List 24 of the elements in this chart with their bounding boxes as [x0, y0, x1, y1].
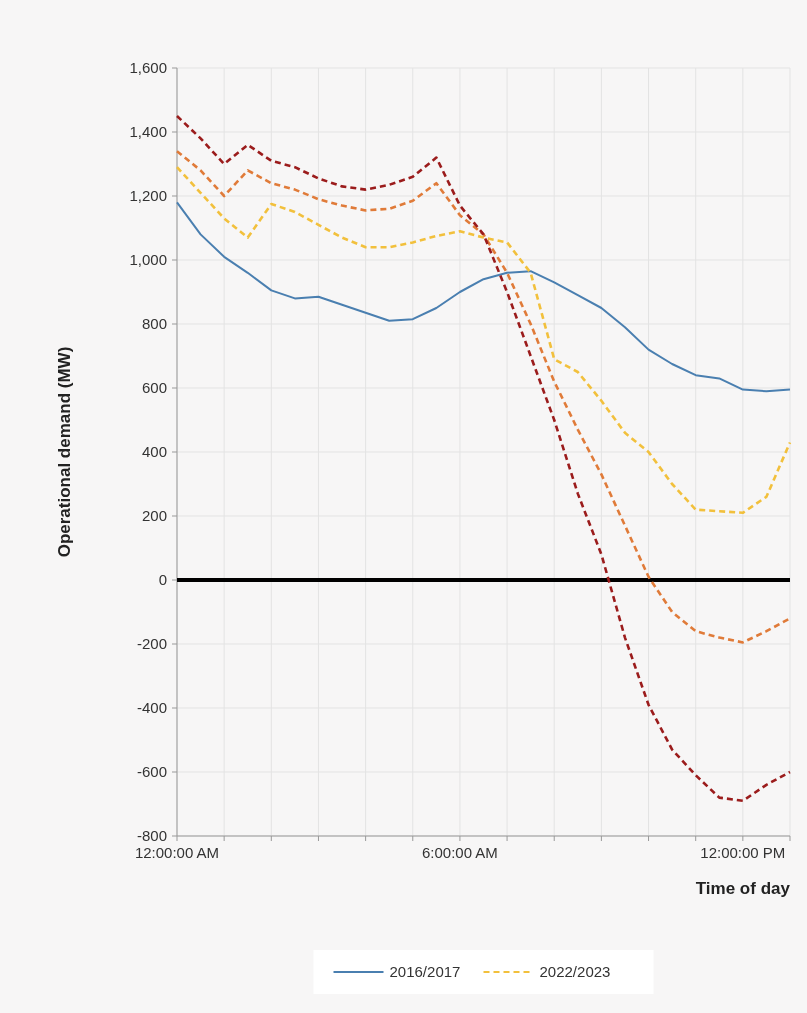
line-series: [175, 114, 792, 803]
y-tick-label: 600: [141, 379, 167, 397]
x-tick-label: 6:00:00 AM: [421, 844, 498, 861]
line-series: [176, 201, 791, 393]
y-axis-title: Operational demand (MW): [55, 346, 74, 558]
y-tick-label: -200: [136, 635, 167, 653]
y-tick-label: 1,400: [129, 123, 167, 141]
x-tick-label: 12:00:00 PM: [700, 844, 786, 861]
y-tick-label: -600: [136, 763, 167, 781]
y-tick-label: 200: [141, 507, 167, 525]
y-tick-label: 800: [141, 315, 167, 333]
x-axis-title: Time of day: [695, 879, 791, 898]
y-tick-label: 1,200: [129, 187, 167, 205]
y-tick-label: 1,600: [129, 59, 167, 77]
x-tick-label: 12:00:00 AM: [134, 844, 220, 861]
line-series: [175, 149, 792, 644]
legend-label: 2022/2023: [539, 963, 611, 981]
y-tick-label: -400: [136, 699, 167, 717]
y-tick-label: 1,000: [129, 251, 167, 269]
y-tick-label: 0: [158, 571, 167, 589]
y-tick-label: 400: [141, 443, 167, 461]
legend-label: 2016/2017: [389, 963, 461, 981]
line-series: [175, 165, 792, 515]
y-tick-label: -800: [136, 827, 167, 845]
